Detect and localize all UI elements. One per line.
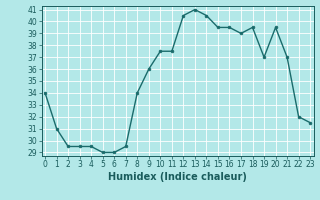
X-axis label: Humidex (Indice chaleur): Humidex (Indice chaleur): [108, 172, 247, 182]
